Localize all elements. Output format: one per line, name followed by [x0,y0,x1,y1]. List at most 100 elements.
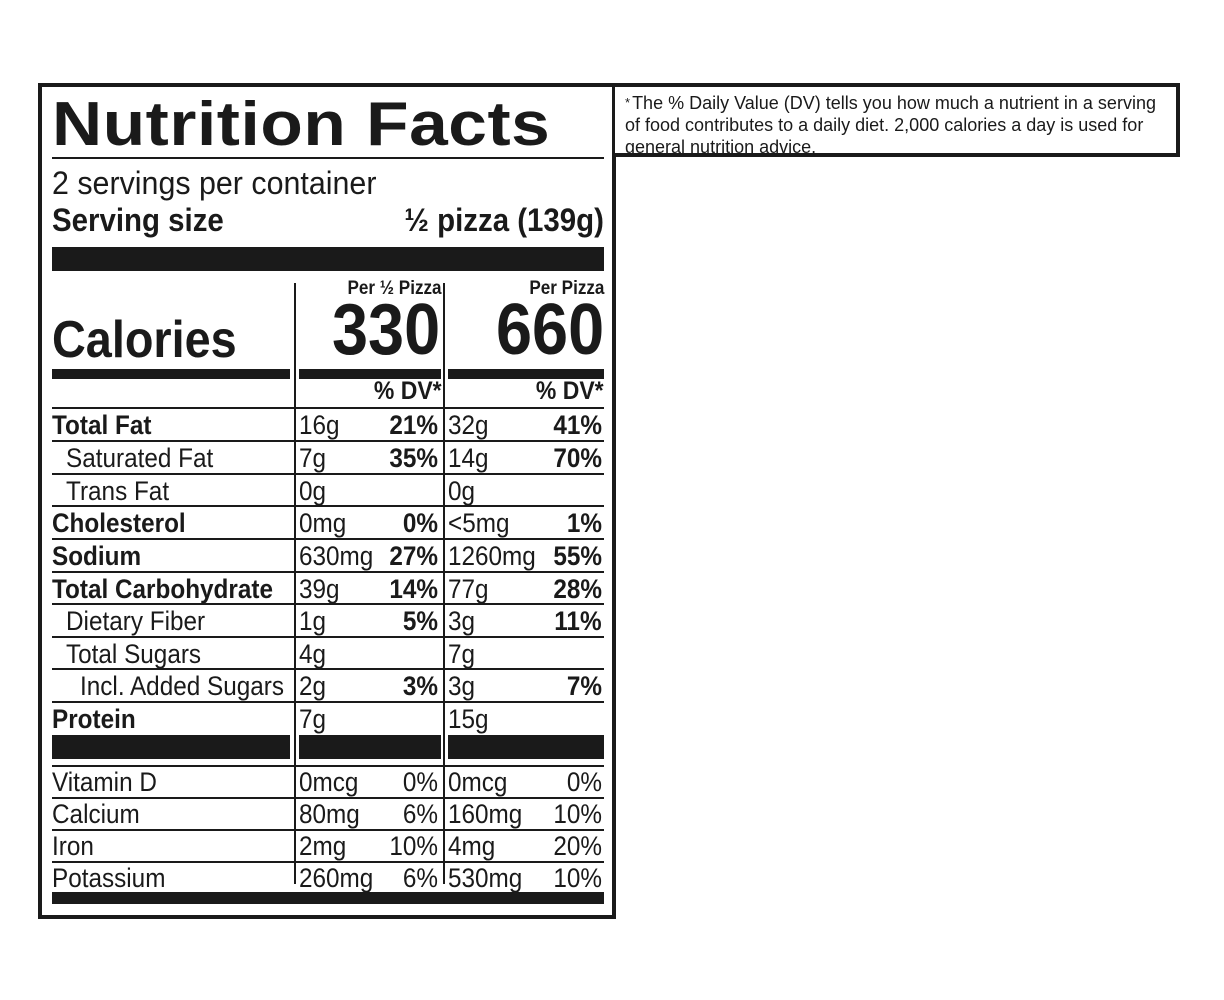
dv-half: 6% [402,799,438,829]
row-divider [52,701,604,703]
amount-whole: 160mg [448,799,523,829]
nutrition-facts-label: Nutrition Facts 2 servings per container… [38,83,616,919]
vitamin-row-vitamin-d: Vitamin D 0mcg 0% 0mcg 0% [52,766,604,798]
amount-half: 1g [299,606,327,636]
dv-half: 27% [389,541,438,571]
vitamin-name: Calcium [52,799,140,829]
dv-whole: 1% [566,508,602,538]
calories-label: Calories [52,311,237,369]
divider [52,157,604,159]
nutrient-row-added-sugars: Incl. Added Sugars 2g 3% 3g 7% [52,670,604,702]
nutrient-name: Saturated Fat [66,443,214,473]
amount-whole: 15g [448,704,489,734]
calories-bar [299,369,441,379]
amount-half: 2mg [299,831,347,861]
nutrient-row-saturated-fat: Saturated Fat 7g 35% 14g 70% [52,442,604,474]
dv-whole: 20% [553,831,602,861]
vitamin-name: Vitamin D [52,767,157,797]
amount-half: 16g [299,410,340,440]
nutrient-row-total-sugars: Total Sugars 4g 7g [52,638,604,670]
dv-whole: 10% [553,799,602,829]
amount-half: 2g [299,671,327,701]
dv-whole: 70% [553,443,602,473]
row-divider [52,603,604,605]
column-separator [443,283,445,884]
column-header-half-pizza: Per ½ Pizza [347,278,442,299]
nutrient-row-sodium: Sodium 630mg 27% 1260mg 55% [52,540,604,572]
section-bar [299,735,441,759]
nutrient-name: Total Fat [52,410,152,440]
row-divider [52,765,604,767]
bottom-bar [52,892,604,904]
daily-value-footnote: * The % Daily Value (DV) tells you how mu… [612,83,1180,157]
dv-whole: 55% [553,541,602,571]
dv-whole: 10% [553,863,602,893]
amount-whole: 3g [448,671,476,701]
calories-whole-pizza: 660 [495,290,604,370]
row-divider [52,473,604,475]
row-divider [52,829,604,831]
nutrient-row-cholesterol: Cholesterol 0mg 0% <5mg 1% [52,507,604,539]
nutrient-name: Protein [52,704,136,734]
label-title: Nutrition Facts [52,90,551,159]
nutrient-name: Cholesterol [52,508,186,538]
amount-whole: 7g [448,639,476,669]
dv-half: 21% [389,410,438,440]
dv-whole: 0% [566,767,602,797]
amount-whole: <5mg [448,508,510,538]
serving-size-value: ½ pizza (139g) [404,202,604,238]
amount-whole: 77g [448,574,489,604]
dv-whole: 41% [553,410,602,440]
dv-half: 10% [389,831,438,861]
row-divider [52,668,604,670]
amount-half: 7g [299,443,327,473]
serving-size-label: Serving size [52,202,224,238]
row-divider [52,797,604,799]
amount-whole: 530mg [448,863,523,893]
dv-whole: 11% [554,606,602,636]
amount-whole: 0g [448,476,476,506]
calories-bar [448,369,604,379]
nutrient-name: Total Carbohydrate [52,574,273,604]
row-divider [52,538,604,540]
row-divider [52,407,604,409]
dv-half: 5% [402,606,438,636]
nutrient-name: Total Sugars [66,639,202,669]
column-header-whole-pizza: Per Pizza [528,278,604,299]
dv-half: 14% [389,574,438,604]
vitamin-row-calcium: Calcium 80mg 6% 160mg 10% [52,798,604,830]
dv-whole: 28% [553,574,602,604]
dv-header-whole-pizza: % DV* [536,377,604,405]
amount-whole: 32g [448,410,489,440]
amount-half: 39g [299,574,340,604]
dv-whole: 7% [566,671,602,701]
amount-half: 80mg [299,799,360,829]
column-separator [294,283,296,884]
row-divider [52,636,604,638]
section-bar [52,735,290,759]
nutrient-row-protein: Protein 7g 15g [52,703,604,735]
nutrient-row-total-fat: Total Fat 16g 21% 32g 41% [52,409,604,441]
dv-header-half-pizza: % DV* [374,377,442,405]
amount-half: 0mg [299,508,347,538]
amount-whole: 3g [448,606,476,636]
amount-half: 4g [299,639,327,669]
footnote-text: The % Daily Value (DV) tells you how muc… [625,93,1156,157]
row-divider [52,505,604,507]
amount-half: 0g [299,476,327,506]
vitamin-name: Potassium [52,863,166,893]
dv-half: 0% [402,767,438,797]
amount-half: 0mcg [299,767,359,797]
nutrient-name: Sodium [52,541,142,571]
footnote-star: * [625,95,631,110]
section-bar [448,735,604,759]
dv-half: 3% [402,671,438,701]
nutrient-name: Trans Fat [66,476,170,506]
vitamin-name: Iron [52,831,94,861]
amount-whole: 0mcg [448,767,508,797]
row-divider [52,440,604,442]
nutrient-row-trans-fat: Trans Fat 0g 0g [52,475,604,507]
amount-whole: 14g [448,443,489,473]
thick-divider [52,247,604,271]
nutrient-name: Dietary Fiber [66,606,206,636]
